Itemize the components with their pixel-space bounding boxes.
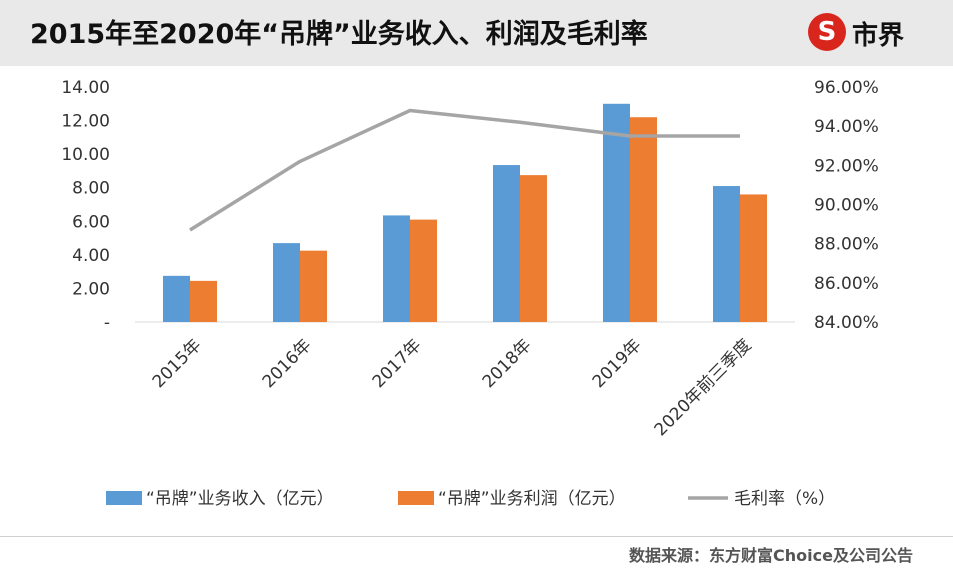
right-tick-label: 88.00% [814, 235, 879, 255]
left-tick-label: 12.00 [61, 112, 110, 132]
x-axis-labels: 2015年 2016年 2017年 2018年 2019年 2020年前三季度 [149, 335, 756, 440]
x-tick-label: 2017年 [369, 335, 426, 392]
revenue-bar [603, 103, 630, 323]
x-tick-label: 2019年 [589, 335, 646, 392]
revenue-bar [383, 215, 410, 322]
profit-bar [190, 280, 217, 322]
data-source: 数据来源：东方财富Choice及公司公告 [629, 546, 913, 565]
left-tick-label: 4.00 [72, 246, 110, 266]
right-tick-label: 96.00% [814, 78, 879, 98]
margin-line [189, 108, 740, 232]
brand-logo: S 市界 [808, 13, 938, 53]
footer-divider [0, 536, 953, 537]
revenue-bar [713, 186, 740, 322]
profit-bar [410, 219, 437, 322]
combo-chart: - 2.00 4.00 6.00 8.00 10.00 12.00 14.00 84.00% 86… [61, 78, 879, 509]
legend-revenue-label: “吊牌”业务收入（亿元） [146, 489, 334, 509]
right-tick-label: 90.00% [814, 196, 879, 216]
right-tick-label: 86.00% [814, 274, 879, 294]
chart-legend: “吊牌”业务收入（亿元） “吊牌”业务利润（亿元） 毛利率（%） [106, 489, 835, 509]
x-tick-label: 2015年 [149, 335, 206, 392]
legend-margin-label: 毛利率（%） [734, 489, 835, 509]
legend-profit-swatch [398, 491, 434, 505]
revenue-bar [163, 275, 190, 322]
legend-revenue-swatch [106, 491, 142, 505]
left-tick-label: 14.00 [61, 78, 110, 98]
chart-line [189, 108, 740, 232]
legend-profit-label: “吊牌”业务利润（亿元） [438, 489, 626, 509]
left-tick-label: 8.00 [72, 179, 110, 199]
chart-bars [163, 103, 767, 323]
right-tick-label: 92.00% [814, 156, 879, 176]
left-tick-label: 6.00 [72, 212, 110, 232]
x-tick-label: 2020年前三季度 [651, 335, 756, 440]
revenue-bar [493, 165, 520, 322]
left-tick-label: - [104, 313, 110, 333]
logo-mark-icon: S [808, 13, 846, 51]
right-tick-label: 94.00% [814, 117, 879, 137]
profit-bar [300, 250, 327, 322]
profit-bar [520, 175, 547, 322]
right-tick-label: 84.00% [814, 313, 879, 333]
left-tick-label: 10.00 [61, 145, 110, 165]
left-tick-label: 2.00 [72, 279, 110, 299]
chart-axes: - 2.00 4.00 6.00 8.00 10.00 12.00 14.00 84.00% 86… [61, 78, 879, 333]
revenue-bar [273, 243, 300, 322]
x-tick-label: 2018年 [479, 335, 536, 392]
x-tick-label: 2016年 [259, 335, 316, 392]
profit-bar [630, 117, 657, 322]
page-title: 2015年至2020年“吊牌”业务收入、利润及毛利率 [30, 19, 648, 50]
profit-bar [740, 194, 767, 322]
title-bar: 2015年至2020年“吊牌”业务收入、利润及毛利率 S 市界 [0, 0, 953, 66]
logo-text: 市界 [852, 21, 905, 51]
